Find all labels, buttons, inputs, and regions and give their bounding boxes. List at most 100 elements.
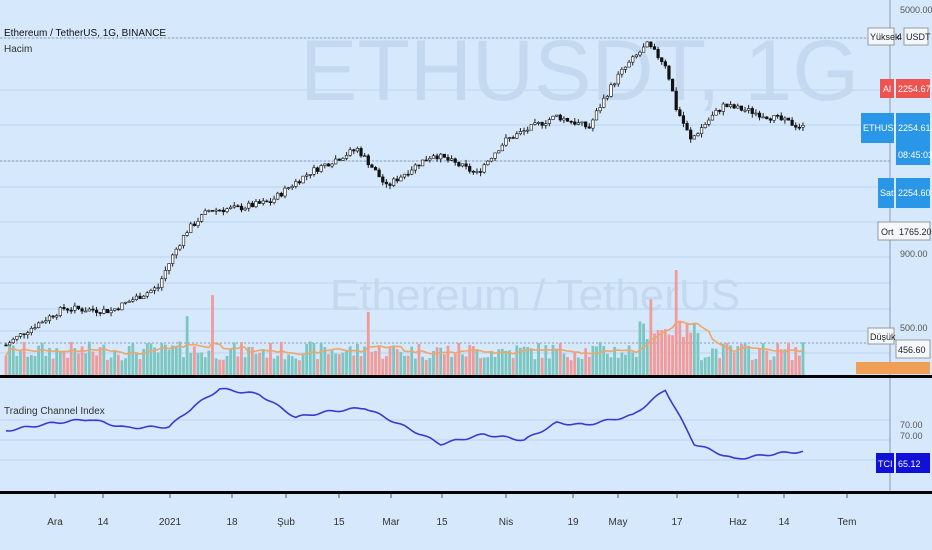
indicator-scale[interactable]: 70.00 70.00 TCI 65.12 (876, 378, 930, 491)
volume-bar (413, 358, 417, 375)
volume-bar (185, 316, 189, 375)
volume-bar (363, 346, 367, 375)
volume-bar (533, 359, 537, 375)
candle-body (522, 130, 526, 132)
volume-bar (551, 344, 555, 375)
average-box (877, 221, 931, 241)
volume-bar (692, 322, 696, 375)
candle-body (348, 149, 352, 156)
price-scale[interactable]: 5000.00 900.00 500.00 Yüksek 4 USDT Al 2… (856, 0, 932, 375)
symbol-legend[interactable]: Ethereum / TetherUS, 1G, BINANCE (4, 28, 166, 39)
tci-label-box (876, 453, 894, 473)
time-label-3: 18 (226, 517, 238, 528)
candle-body (536, 122, 541, 124)
pane-separator-bottom (0, 491, 932, 494)
volume-bar (48, 347, 51, 375)
candle-body (312, 167, 316, 175)
candle-body (569, 121, 573, 123)
candle-body (584, 121, 588, 128)
time-label-11: 17 (671, 517, 683, 528)
candle-body (732, 104, 736, 109)
candle-body (377, 169, 381, 178)
volume-bar (29, 354, 33, 375)
high-label-box (867, 27, 895, 46)
candle-body (616, 73, 620, 85)
last-price-box (896, 113, 930, 165)
candle-body (145, 292, 149, 297)
candle-body (384, 181, 388, 185)
volume-bar (247, 346, 251, 375)
low-label: Düşük (870, 332, 896, 342)
candle-body (163, 270, 168, 280)
time-axis[interactable]: Ara 14 2021 18 Şub 15 Mar 15 Nis 19 May 17 Haz 14 Tem (47, 494, 856, 528)
candle-body (276, 192, 280, 200)
candle-body (504, 137, 508, 146)
volume-bar (797, 355, 801, 375)
volume-bar (732, 352, 736, 375)
low-label-box (867, 327, 895, 345)
volume-bar (218, 359, 222, 375)
watermark-subtitle: Ethereum / TetherUS (330, 271, 740, 320)
volume-bar (51, 358, 55, 375)
volume-bar (240, 342, 243, 375)
candle-body (207, 210, 211, 212)
volume-bar (417, 343, 421, 375)
candle-body (431, 155, 436, 159)
time-label-12: Haz (729, 517, 747, 528)
volume-bar (486, 357, 490, 375)
volume-bar (243, 357, 247, 375)
volume-bar (428, 358, 432, 375)
candle-body (218, 209, 222, 212)
time-label-7: 15 (436, 517, 448, 528)
volume-bar (345, 350, 348, 375)
candle-body (482, 164, 486, 173)
candle-body (605, 96, 609, 99)
candle-body (359, 148, 363, 157)
candle-body (652, 46, 657, 50)
volume-bar (627, 345, 631, 375)
candle-body (497, 150, 501, 154)
volume-bar (671, 335, 674, 375)
candle-body (421, 159, 425, 167)
candle-body (171, 254, 175, 264)
candle-body (76, 305, 81, 310)
candle-body (511, 137, 515, 139)
volume-bar (156, 352, 160, 375)
candle-body (544, 123, 548, 126)
candle-body (290, 186, 294, 188)
candle-body (442, 153, 446, 158)
volume-bar (504, 350, 508, 375)
candle-body (15, 335, 19, 340)
symbol-tag: ETHUSDT (863, 123, 906, 133)
indicator-legend[interactable]: Trading Channel Index (4, 406, 105, 417)
volume-bar (290, 356, 294, 375)
time-label-6: Mar (382, 517, 400, 528)
volume-bar (424, 359, 428, 375)
volume-bar (40, 342, 44, 375)
volume-bar (214, 358, 218, 375)
volume-bar (298, 360, 301, 375)
candle-body (181, 235, 186, 247)
candle-body (779, 115, 783, 121)
candle-body (142, 295, 146, 299)
candle-body (736, 105, 740, 109)
candle-body (627, 61, 631, 68)
candle-body (402, 173, 407, 178)
candle-body (301, 175, 305, 184)
volume-bar (236, 356, 240, 375)
candle-body (279, 192, 283, 197)
price-tick-top: 5000.00 (900, 5, 932, 15)
volume-legend[interactable]: Hacim (4, 44, 32, 55)
volume-bar (555, 348, 559, 375)
volume-bar (714, 348, 718, 375)
volume-bar (576, 357, 580, 375)
candle-body (714, 110, 718, 116)
volume-bar (605, 353, 609, 375)
candle-body (196, 221, 200, 226)
pane-separator[interactable] (0, 375, 932, 378)
volume-bar (356, 343, 359, 375)
candle-body (645, 41, 649, 48)
volume-bar (374, 350, 377, 375)
